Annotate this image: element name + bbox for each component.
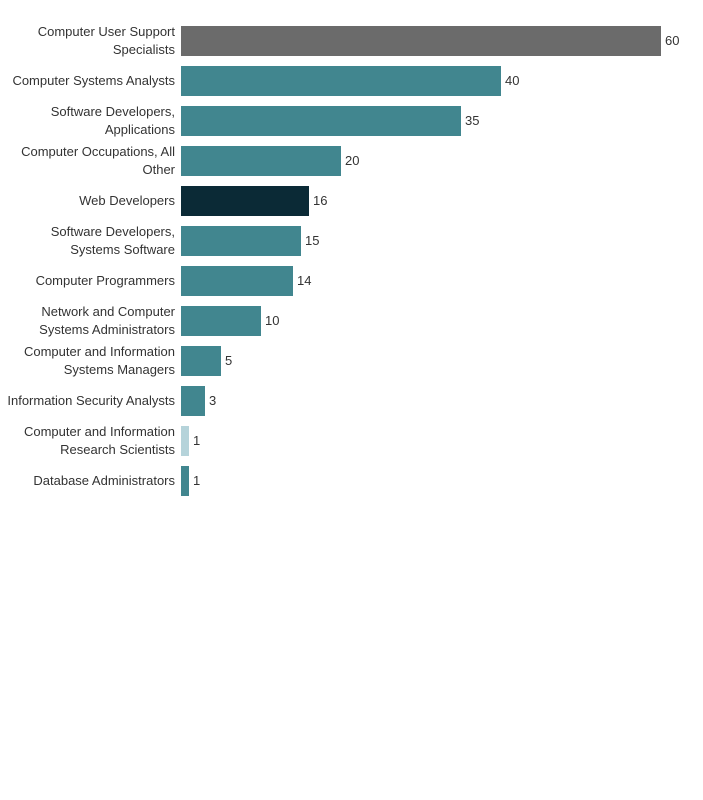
bar [181,26,661,56]
bar [181,386,205,416]
bar [181,106,461,136]
value-label: 60 [665,33,680,48]
category-label: Computer User Support Specialists [37,24,175,57]
category-label: Information Security Analysts [7,393,175,408]
value-label: 3 [209,393,217,408]
value-label: 10 [265,313,280,328]
value-label: 15 [305,233,320,248]
bar [181,226,301,256]
category-label: Database Administrators [33,473,175,488]
bar [181,466,189,496]
bar [181,346,221,376]
value-label: 1 [193,433,201,448]
category-label: Computer Programmers [35,273,175,288]
category-label: Network and Computer Systems Administrat… [39,304,175,337]
value-label: 35 [465,113,480,128]
value-label: 14 [297,273,312,288]
category-label: Computer Systems Analysts [12,73,175,88]
value-label: 40 [505,73,520,88]
bar [181,186,309,216]
category-label: Computer Occupations, All Other [21,144,175,177]
bar [181,306,261,336]
category-label: Web Developers [79,193,175,208]
category-label: Software Developers, Systems Software [50,224,175,257]
bar [181,66,501,96]
value-label: 5 [225,353,233,368]
value-label: 16 [313,193,328,208]
category-label: Computer and Information Research Scient… [23,424,175,457]
category-label: Software Developers, Applications [50,104,175,137]
bar [181,266,293,296]
bar [181,146,341,176]
value-label: 20 [345,153,360,168]
value-label: 1 [193,473,201,488]
bar [181,426,189,456]
category-label: Computer and Information Systems Manager… [23,344,175,377]
